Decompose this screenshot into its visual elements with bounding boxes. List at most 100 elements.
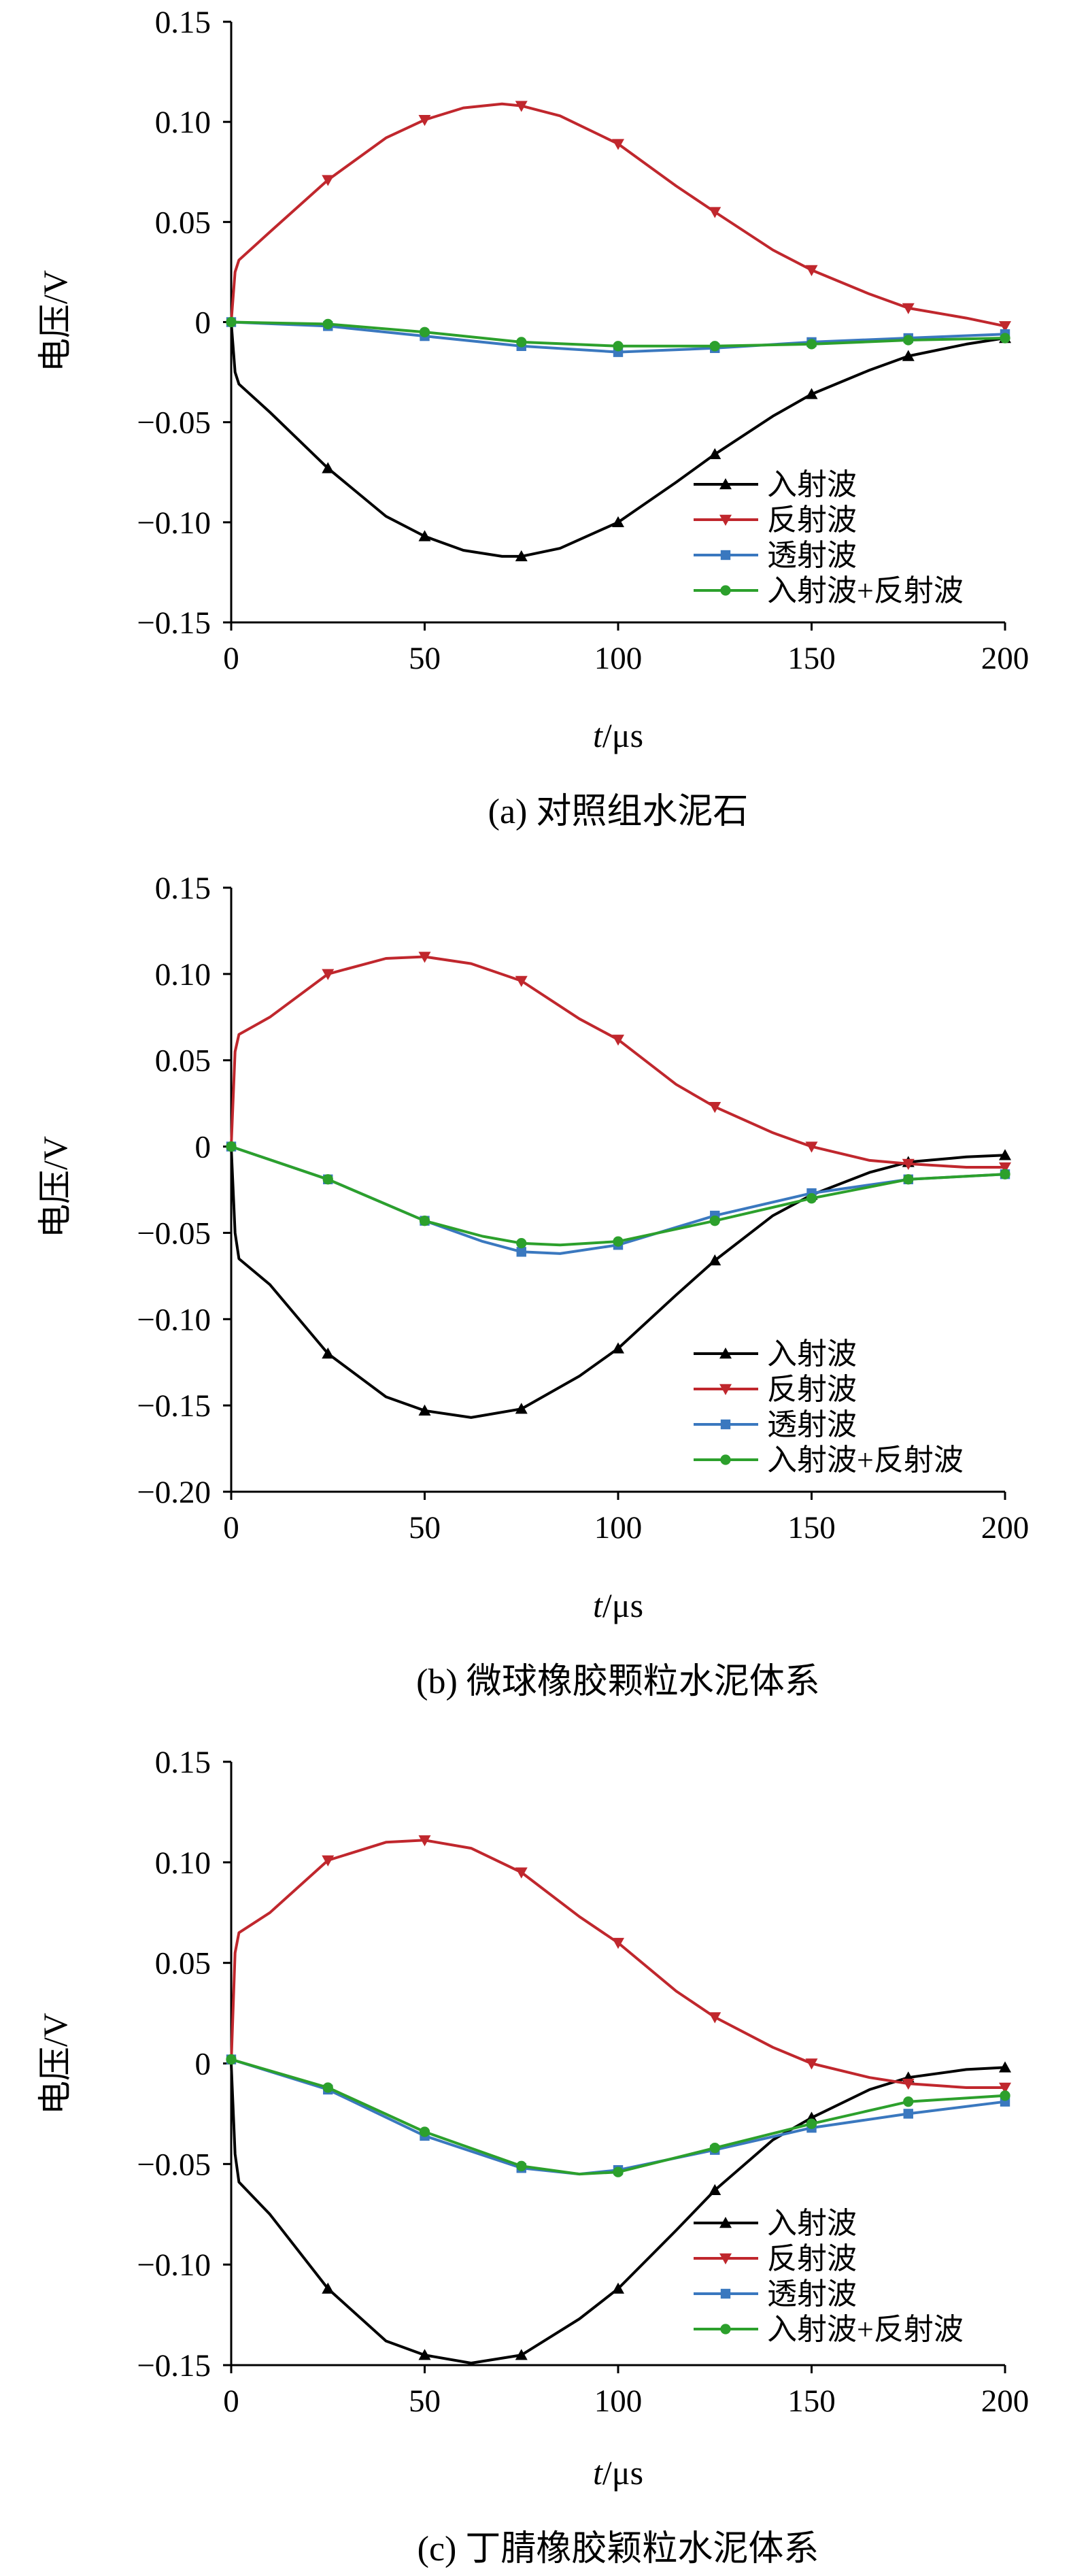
legend-label-b-0: 入射波 — [767, 1337, 857, 1371]
legend-label-b-3: 入射波+反射波 — [767, 1443, 964, 1477]
series-line-c-0 — [230, 2063, 1006, 2364]
x-axis-title-italic-b: t — [593, 1586, 603, 1624]
data-point-b-0 — [418, 1404, 431, 1416]
y-tick-label-a: −0.15 — [137, 605, 211, 641]
y-tick-label-c: 0.15 — [155, 1745, 211, 1780]
data-point-b-1 — [612, 1035, 624, 1046]
legend-label-a-0: 入射波 — [767, 468, 857, 501]
legend-swatch-marker-a-2 — [720, 550, 731, 561]
chart-panel-b: 0.15 0.10 0.05 0 −0.05 −0.10 −0.15 −0.20 0 50 100 1… — [36, 871, 1029, 1701]
data-point-c-3 — [806, 2118, 817, 2129]
data-point-c-1 — [805, 2058, 818, 2070]
x-tick-label-b: 150 — [787, 1510, 836, 1545]
x-axis-title-a: t/μs — [593, 716, 643, 754]
data-point-b-3 — [322, 1174, 333, 1185]
y-tick-label-b: −0.05 — [137, 1216, 211, 1251]
data-point-a-3 — [1000, 333, 1010, 344]
data-point-c-3 — [709, 2143, 720, 2154]
data-point-a-1 — [612, 139, 624, 150]
legend-label-c-1: 反射波 — [767, 2242, 857, 2275]
plot-area-b: 0.15 0.10 0.05 0 −0.05 −0.10 −0.15 −0.20 0 50 100 1… — [137, 871, 1029, 1545]
x-tick-label-a: 50 — [409, 641, 441, 676]
data-point-b-0 — [322, 1348, 335, 1359]
x-tick-label-c: 150 — [787, 2383, 836, 2419]
data-point-c-0 — [418, 2349, 431, 2360]
x-tick-label-b: 0 — [223, 1510, 239, 1545]
y-axis-title-c: 电压/V — [36, 2013, 74, 2115]
data-point-c-0 — [612, 2282, 624, 2294]
data-point-a-0 — [515, 550, 528, 562]
y-axis-title-b: 电压/V — [36, 1136, 74, 1238]
series-line-b-1 — [230, 955, 1005, 1169]
series-line-c-2 — [231, 2058, 1006, 2176]
x-tick-label-b: 200 — [981, 1510, 1030, 1545]
data-point-b-3 — [806, 1193, 817, 1204]
series-line-a-1 — [230, 102, 1006, 328]
x-axis-title-unit-c: /μs — [602, 2454, 643, 2492]
data-point-c-3 — [903, 2096, 914, 2107]
x-tick-label-c: 0 — [223, 2383, 239, 2419]
x-tick-label-a: 200 — [981, 641, 1030, 676]
y-tick-label-c: −0.15 — [137, 2348, 211, 2383]
data-point-a-1 — [322, 175, 335, 186]
legend-label-a-2: 透射波 — [767, 539, 857, 572]
data-point-b-0 — [709, 1254, 721, 1266]
y-tick-label-b: 0.15 — [155, 871, 211, 906]
data-point-c-3 — [322, 2082, 333, 2093]
data-point-c-3 — [226, 2054, 237, 2065]
legend-swatch-marker-a-0 — [719, 478, 732, 490]
data-point-b-3 — [709, 1216, 720, 1226]
y-tick-label-c: 0 — [195, 2047, 211, 2082]
data-point-a-0 — [322, 462, 335, 473]
data-point-b-1 — [515, 975, 528, 988]
caption-b: (b) 微球橡胶颗粒水泥体系 — [416, 1662, 820, 1701]
legend-swatch-marker-c-3 — [720, 2324, 731, 2335]
legend-swatch-marker-a-3 — [720, 585, 731, 596]
legend-swatch-marker-c-1 — [719, 2253, 732, 2264]
x-axis-title-unit-b: /μs — [602, 1586, 643, 1624]
data-point-a-0 — [612, 516, 624, 528]
plot-area-c: 0.15 0.10 0.05 0 −0.05 −0.10 −0.15 0 50 100 150 200… — [137, 1745, 1029, 2419]
x-tick-label-a: 0 — [223, 641, 239, 676]
x-tick-label-b: 50 — [409, 1510, 441, 1545]
x-tick-label-a: 100 — [594, 641, 643, 676]
series-line-b-3 — [231, 1145, 1006, 1247]
legend-label-c-0: 入射波 — [767, 2207, 857, 2240]
data-point-a-0 — [709, 448, 721, 459]
x-tick-label-a: 150 — [787, 641, 836, 676]
series-a-3 — [226, 316, 1010, 352]
data-point-a-1 — [999, 321, 1011, 333]
y-tick-label-a: 0.05 — [155, 205, 211, 240]
y-tick-label-c: 0.05 — [155, 1946, 211, 1981]
data-point-c-0 — [709, 2184, 721, 2195]
data-point-c-0 — [999, 2061, 1011, 2073]
data-point-b-3 — [613, 1236, 624, 1247]
data-point-c-1 — [515, 1867, 528, 1879]
series-c-1 — [230, 1835, 1011, 2094]
chart-panel-c: 0.15 0.10 0.05 0 −0.05 −0.10 −0.15 0 50 100 150 200… — [36, 1745, 1029, 2569]
data-point-c-3 — [516, 2160, 527, 2171]
data-point-c-1 — [999, 2082, 1011, 2094]
data-point-c-1 — [902, 2078, 915, 2090]
y-tick-label-a: −0.10 — [137, 505, 211, 541]
data-point-b-2 — [516, 1247, 526, 1257]
data-point-b-3 — [1000, 1169, 1010, 1180]
legend-label-a-3: 入射波+反射波 — [767, 574, 964, 607]
legend-swatch-marker-c-0 — [719, 2217, 732, 2228]
y-tick-label-a: 0 — [195, 305, 211, 341]
series-a-0 — [230, 322, 1011, 562]
y-tick-label-c: −0.05 — [137, 2147, 211, 2182]
y-tick-label-a: −0.05 — [137, 405, 211, 441]
caption-a: (a) 对照组水泥石 — [488, 792, 749, 831]
x-axis-title-b: t/μs — [593, 1586, 643, 1624]
y-tick-label-b: 0.10 — [155, 957, 211, 992]
data-point-c-0 — [515, 2349, 528, 2360]
legend-swatch-marker-b-2 — [720, 1419, 731, 1430]
x-tick-label-c: 200 — [981, 2383, 1030, 2419]
data-point-c-1 — [418, 1835, 431, 1847]
y-tick-label-b: −0.10 — [137, 1302, 211, 1337]
y-axis-title-a: 电压/V — [36, 270, 74, 372]
